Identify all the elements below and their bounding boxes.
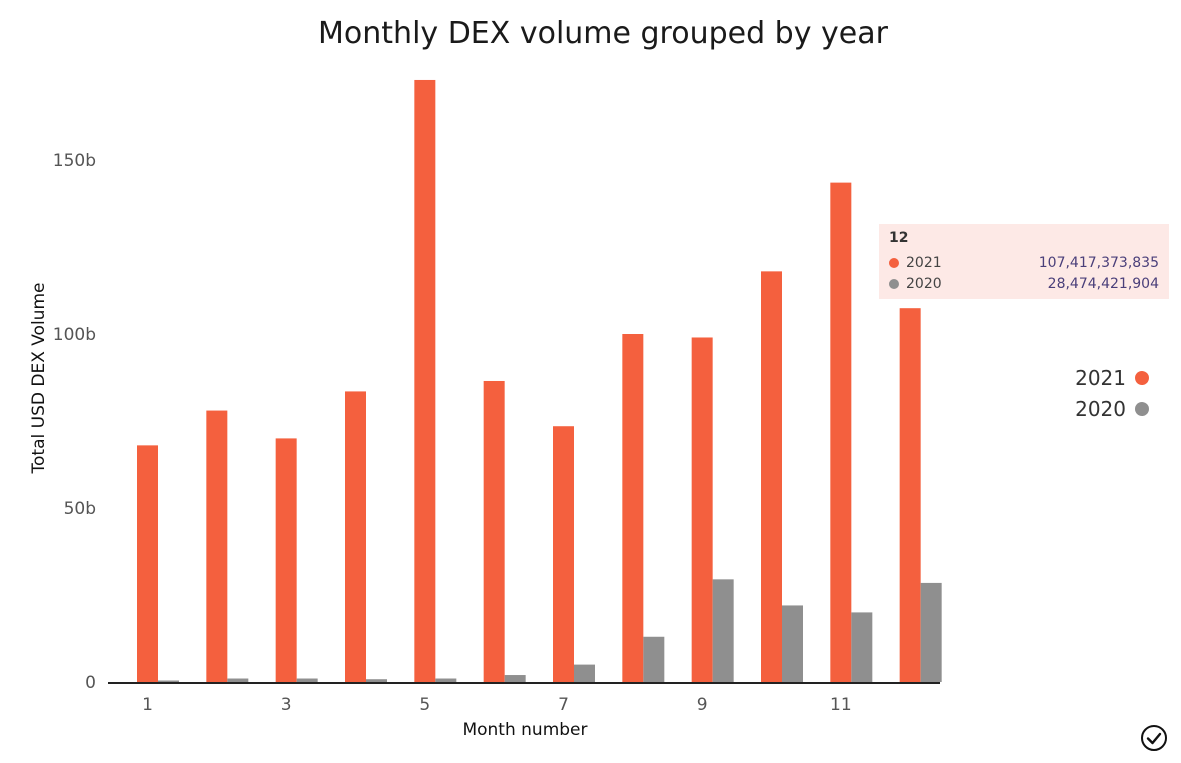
legend-dot-icon[interactable] bbox=[1135, 371, 1149, 385]
y-tick-label: 50b bbox=[64, 499, 96, 519]
tooltip-dot-icon bbox=[889, 278, 899, 289]
bar-2020-month-12[interactable] bbox=[920, 582, 942, 682]
tooltip-row-2020: 2020 28,474,421,904 bbox=[889, 273, 1159, 294]
bar-2021-month-5[interactable] bbox=[414, 79, 436, 682]
bar-2021-month-11[interactable] bbox=[830, 182, 852, 682]
y-tick-label: 100b bbox=[53, 325, 96, 345]
legend-dot-icon[interactable] bbox=[1135, 402, 1149, 416]
x-tick-label: 1 bbox=[142, 695, 153, 715]
x-tick-label: 9 bbox=[697, 695, 708, 715]
bar-2021-month-8[interactable] bbox=[622, 334, 644, 682]
bar-2020-month-7[interactable] bbox=[574, 664, 595, 682]
tooltip-series-value: 28,474,421,904 bbox=[1047, 275, 1159, 292]
bar-2020-month-4[interactable] bbox=[366, 679, 387, 682]
bar-2021-month-10[interactable] bbox=[761, 271, 782, 682]
bar-2021-month-9[interactable] bbox=[691, 337, 713, 682]
bar-2020-month-5[interactable] bbox=[435, 678, 457, 682]
y-tick-label: 0 bbox=[85, 673, 96, 693]
bar-2021-month-3[interactable] bbox=[275, 438, 297, 682]
y-axis: 0 50b 100b 150b bbox=[53, 151, 96, 693]
bar-2021-month-2[interactable] bbox=[206, 410, 228, 682]
bars bbox=[137, 79, 942, 683]
bar-2021-month-6[interactable] bbox=[483, 380, 505, 682]
tooltip-series-value: 107,417,373,835 bbox=[1038, 254, 1159, 271]
legend[interactable]: 2021 2020 bbox=[1075, 366, 1149, 421]
legend-label-2021[interactable]: 2021 bbox=[1075, 366, 1126, 390]
x-tick-label: 5 bbox=[419, 695, 430, 715]
tooltip-row-2021: 2021 107,417,373,835 bbox=[889, 252, 1159, 273]
x-axis-title: Month number bbox=[462, 720, 587, 740]
tooltip-dot-icon bbox=[889, 257, 899, 268]
check-circle-icon[interactable] bbox=[1140, 724, 1168, 752]
x-tick-label: 7 bbox=[558, 695, 569, 715]
bar-2021-month-7[interactable] bbox=[553, 426, 574, 682]
x-tick-label: 3 bbox=[281, 695, 292, 715]
bar-2021-month-12[interactable] bbox=[899, 308, 921, 682]
bar-2020-month-10[interactable] bbox=[782, 605, 803, 682]
y-tick-label: 150b bbox=[53, 151, 96, 171]
x-axis: 1 3 5 7 9 11 bbox=[142, 695, 852, 715]
bar-2020-month-1[interactable] bbox=[158, 680, 179, 683]
chart-title: Monthly DEX volume grouped by year bbox=[318, 16, 889, 51]
bar-2020-month-11[interactable] bbox=[851, 612, 873, 682]
tooltip-series-name: 2021 bbox=[906, 254, 942, 271]
x-tick-label: 11 bbox=[830, 695, 852, 715]
bar-2021-month-4[interactable] bbox=[345, 391, 366, 682]
bar-2020-month-3[interactable] bbox=[296, 678, 318, 682]
bar-2020-month-9[interactable] bbox=[712, 579, 734, 682]
legend-label-2020[interactable]: 2020 bbox=[1075, 397, 1126, 421]
tooltip-series-name: 2020 bbox=[906, 275, 942, 292]
bar-2020-month-8[interactable] bbox=[643, 636, 665, 682]
y-axis-title: Total USD DEX Volume bbox=[29, 283, 49, 475]
bar-2020-month-6[interactable] bbox=[504, 675, 526, 682]
tooltip-title: 12 bbox=[889, 230, 909, 246]
bar-2020-month-2[interactable] bbox=[227, 678, 249, 682]
bar-2021-month-1[interactable] bbox=[137, 445, 158, 682]
tooltip: 12 2021 107,417,373,835 2020 28,474,421,… bbox=[879, 224, 1169, 299]
